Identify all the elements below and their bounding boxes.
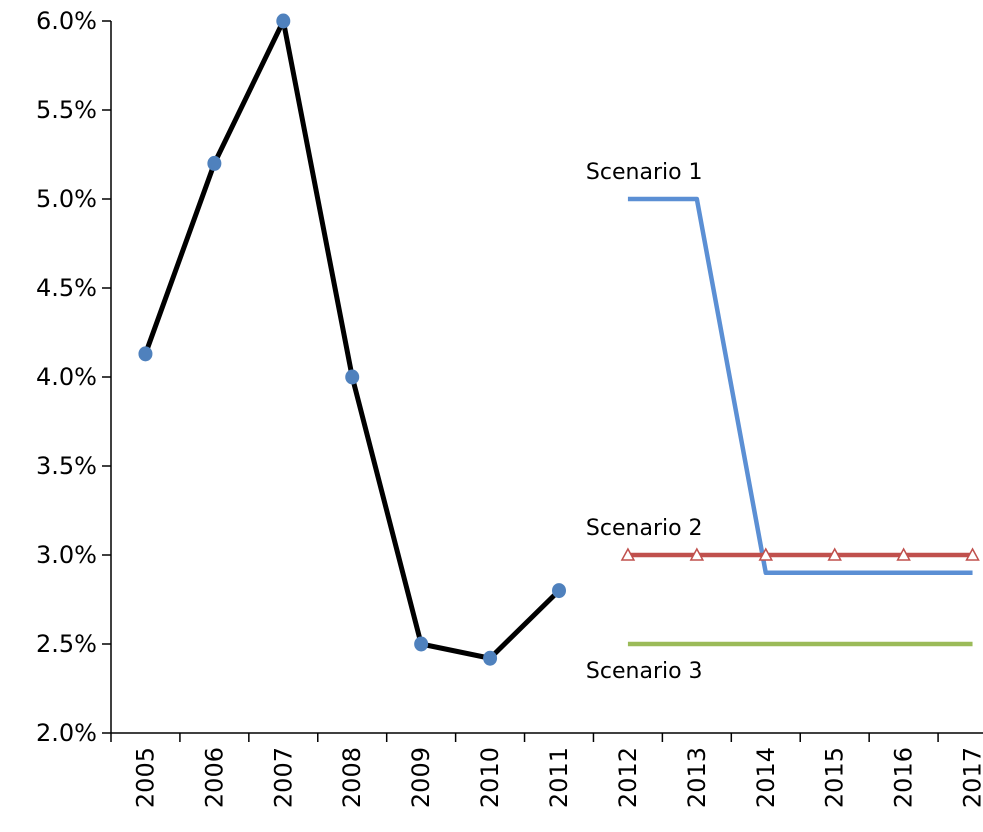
y-tick-label: 4.0% <box>36 363 97 391</box>
data-point <box>483 650 498 666</box>
data-point <box>207 155 222 171</box>
data-point <box>896 547 911 561</box>
y-tick-label: 2.0% <box>36 719 97 747</box>
y-tick-label: 4.5% <box>36 274 97 302</box>
series-3 <box>620 547 980 561</box>
series-line <box>627 196 973 576</box>
y-tick-label: 3.5% <box>36 452 97 480</box>
x-tick-label: 2006 <box>200 747 228 808</box>
series-line <box>143 18 561 661</box>
data-point <box>758 547 774 561</box>
y-axis-ticks: 2.0% 2.5% 3.0% 3.5% 4.0% 4.5% 5.0% 5.5% 6.0% <box>36 7 111 747</box>
series-labels: Scenario 1 Scenario 2 Scenario 3 <box>586 160 703 684</box>
data-point <box>620 547 636 561</box>
data-point <box>965 547 980 561</box>
x-tick-label: 2016 <box>890 747 918 808</box>
series-group <box>138 13 980 666</box>
data-point <box>345 369 360 385</box>
y-tick-label: 2.5% <box>36 630 97 658</box>
axes <box>110 21 983 734</box>
data-point <box>138 346 153 362</box>
x-axis-ticks: 2005 2006 2007 2008 2009 2010 2011 2012 2013 2014… <box>110 733 983 808</box>
series-label: Scenario 2 <box>586 516 703 541</box>
x-tick-label: 2008 <box>338 747 366 808</box>
x-tick-label: 2012 <box>614 747 642 808</box>
series-1 <box>138 13 566 666</box>
x-tick-label: 2009 <box>407 747 435 808</box>
data-point <box>414 636 429 652</box>
x-tick-label: 2013 <box>683 747 711 808</box>
x-tick-label: 2005 <box>131 747 159 808</box>
x-tick-label: 2017 <box>959 747 983 808</box>
series-label: Scenario 3 <box>586 659 703 684</box>
series-2 <box>627 196 973 576</box>
x-tick-label: 2011 <box>545 747 573 808</box>
data-point <box>552 583 566 599</box>
series-label: Scenario 1 <box>586 160 703 185</box>
x-tick-label: 2007 <box>269 747 297 808</box>
x-tick-label: 2014 <box>752 747 780 808</box>
y-tick-label: 5.0% <box>36 185 97 213</box>
y-tick-label: 6.0% <box>36 7 97 35</box>
data-point <box>827 547 842 561</box>
data-point <box>689 547 705 561</box>
y-tick-label: 3.0% <box>36 541 97 569</box>
x-tick-label: 2015 <box>821 747 849 808</box>
y-tick-label: 5.5% <box>36 96 97 124</box>
x-tick-label: 2010 <box>476 747 504 808</box>
data-point <box>276 13 291 29</box>
